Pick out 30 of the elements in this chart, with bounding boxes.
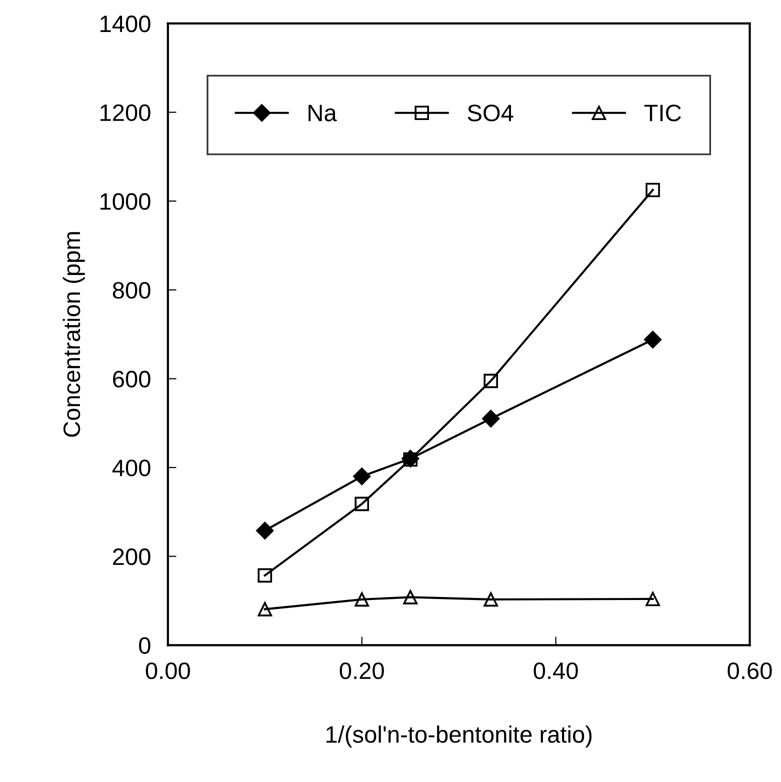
legend-label: TIC: [644, 104, 681, 122]
y-tick-label: 400: [112, 460, 150, 476]
x-tick-label: 0.40: [534, 662, 578, 680]
y-tick-label: 800: [112, 282, 150, 299]
legend-label: Na: [308, 104, 337, 122]
point: [646, 182, 660, 198]
point: [403, 590, 418, 604]
point: [646, 592, 660, 606]
point: [256, 522, 274, 540]
point: [353, 468, 371, 486]
y-axis-title: Concentration (ppm: [62, 232, 85, 437]
y-tick-label: 1200: [100, 104, 150, 122]
point: [258, 602, 272, 616]
point: [644, 330, 662, 348]
y-tick-label: 1400: [100, 16, 150, 32]
point: [484, 374, 498, 388]
y-tick-label: 0: [139, 637, 150, 654]
point: [354, 496, 370, 512]
x-axis-title: 1/(sol'n-to-bentonite ratio): [326, 725, 592, 748]
legend-label: SO4: [468, 104, 514, 122]
y-tick-label: 600: [113, 370, 150, 388]
x-tick-label: 0.20: [340, 662, 384, 680]
x-tick-label: 0.00: [146, 662, 190, 680]
y-tick-label: 200: [113, 548, 150, 566]
point: [484, 592, 498, 607]
point: [354, 592, 370, 607]
y-tick-label: 1000: [100, 193, 150, 210]
point: [482, 410, 500, 428]
point: [258, 568, 272, 583]
x-tick-label: 0.60: [728, 662, 772, 680]
